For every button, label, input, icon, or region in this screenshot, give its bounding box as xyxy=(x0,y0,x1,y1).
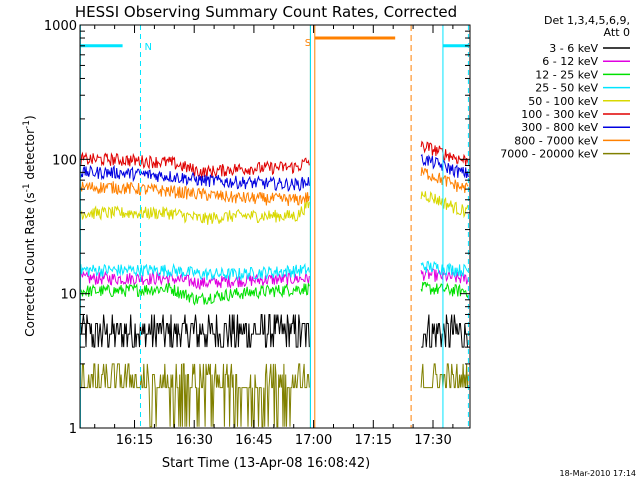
series-layer xyxy=(80,140,469,428)
y-tick-label: 100 xyxy=(52,153,77,168)
y-tick-label: 1 xyxy=(69,422,77,437)
series-300-800-kev xyxy=(80,153,469,193)
series-7000-20000-kev xyxy=(80,363,469,428)
legend-header-line-2: Att 0 xyxy=(604,26,630,39)
y-axis-label-end: ) xyxy=(23,115,37,120)
legend-label-50-100-kev: 50 - 100 keV xyxy=(528,95,598,108)
plot-frame xyxy=(79,24,471,429)
legend-label-12-25-kev: 12 - 25 keV xyxy=(535,68,598,81)
legend-header-line-1: Det 1,3,4,5,6,9, xyxy=(544,14,630,27)
legend-label-25-50-kev: 25 - 50 keV xyxy=(535,82,598,95)
series-50-100-kev xyxy=(80,191,469,225)
x-tick-label: 17:15 xyxy=(355,433,392,448)
y-axis-label-mid: detector xyxy=(23,129,37,184)
x-tick-label: 16:15 xyxy=(116,433,153,448)
legend-label-6-12-kev: 6 - 12 keV xyxy=(542,55,598,68)
y-tick-label: 10 xyxy=(60,288,77,303)
legend-label-7000-20000-kev: 7000 - 20000 keV xyxy=(500,148,598,161)
axis-layer: 16:15 16:30 16:45 17:00 17:15 17:30 1 10 100 1000 xyxy=(44,19,470,448)
series-line xyxy=(80,153,469,193)
saa-label: S xyxy=(305,38,311,49)
legend-label-3-6-kev: 3 - 6 keV xyxy=(549,42,598,55)
series-line xyxy=(80,314,469,348)
y-axis-label-main: Corrected Count Rate (s xyxy=(23,192,37,336)
series-25-50-kev xyxy=(80,260,469,282)
y-tick-label: 1000 xyxy=(44,19,77,34)
night-label: N xyxy=(144,42,151,53)
timestamp: 18-Mar-2010 17:14 xyxy=(560,469,637,478)
series-line xyxy=(80,191,469,225)
chart-title: HESSI Observing Summary Count Rates, Cor… xyxy=(75,3,457,21)
series-line xyxy=(80,363,469,428)
legend-label-100-300-kev: 100 - 300 keV xyxy=(521,108,598,121)
series-line xyxy=(80,260,469,282)
y-axis-label: Corrected Count Rate (s-1 detector-1) xyxy=(22,115,37,336)
x-tick-label: 16:30 xyxy=(175,433,212,448)
x-axis-label: Start Time (13-Apr-08 16:08:42) xyxy=(162,456,370,471)
legend-label-300-800-kev: 300 - 800 keV xyxy=(521,121,598,134)
series-12-25-kev xyxy=(80,281,469,306)
series-line xyxy=(80,167,469,206)
y-axis-label-sup1: -1 xyxy=(22,183,32,192)
y-axis-label-sup2: -1 xyxy=(22,120,32,129)
x-tick-label: 16:45 xyxy=(235,433,272,448)
series-line xyxy=(80,281,469,306)
series-800-7000-kev xyxy=(80,167,469,206)
x-tick-label: 17:30 xyxy=(414,433,451,448)
legend-label-800-7000-kev: 800 - 7000 keV xyxy=(514,134,598,147)
series-3-6-kev xyxy=(80,314,469,348)
x-tick-label: 17:00 xyxy=(295,433,332,448)
